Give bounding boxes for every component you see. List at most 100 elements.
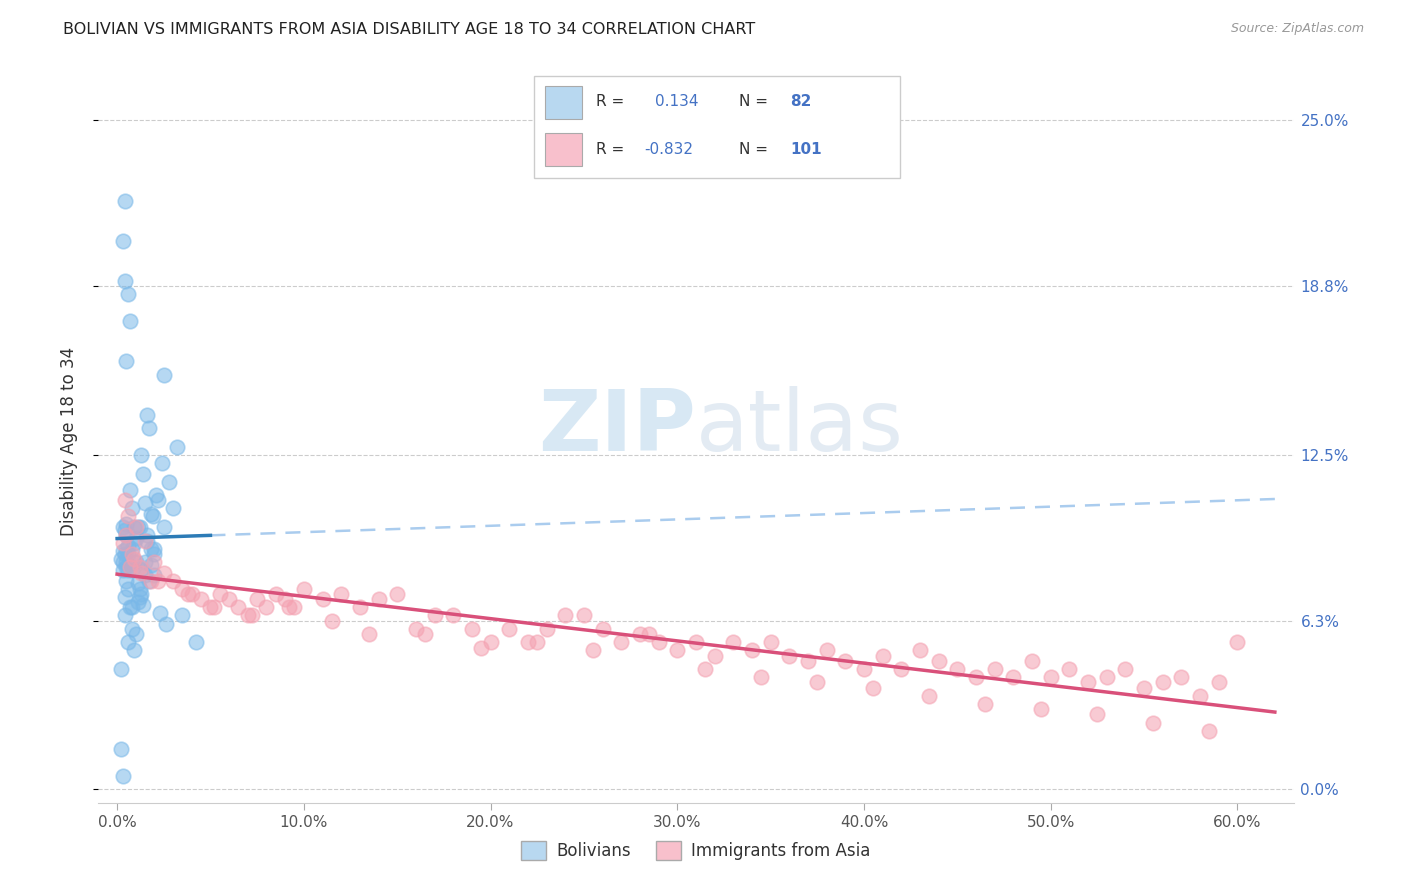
Point <box>1133 681 1156 695</box>
Point <box>984 662 1007 676</box>
Point <box>110 742 132 756</box>
Point <box>122 536 145 550</box>
Point <box>127 576 149 591</box>
Point <box>150 456 173 470</box>
Point <box>610 635 633 649</box>
Point <box>114 547 136 561</box>
Point <box>131 448 153 462</box>
Point <box>890 662 912 676</box>
Point <box>815 643 838 657</box>
Point <box>121 501 143 516</box>
Legend: Bolivians, Immigrants from Asia: Bolivians, Immigrants from Asia <box>515 835 877 867</box>
Point <box>114 194 136 208</box>
Point <box>283 600 305 615</box>
Point <box>117 287 139 301</box>
Bar <box>546 133 582 166</box>
Point <box>703 648 725 663</box>
Point <box>190 592 212 607</box>
Point <box>166 440 188 454</box>
Point <box>1189 689 1212 703</box>
Point <box>638 627 661 641</box>
Point <box>125 555 148 569</box>
Point <box>974 697 997 711</box>
Point <box>1002 670 1025 684</box>
Point <box>134 496 156 510</box>
Point <box>111 536 134 550</box>
Point <box>1208 675 1230 690</box>
Point <box>143 541 166 556</box>
Point <box>1226 635 1249 649</box>
Point <box>536 622 558 636</box>
Point <box>152 520 174 534</box>
Point <box>592 622 614 636</box>
Point <box>120 314 142 328</box>
Point <box>749 670 772 684</box>
Point <box>143 568 166 582</box>
Point <box>177 587 200 601</box>
Point <box>143 547 166 561</box>
Point <box>114 274 136 288</box>
Text: R =: R = <box>596 142 630 157</box>
Point <box>330 587 353 601</box>
Y-axis label: Disability Age 18 to 34: Disability Age 18 to 34 <box>59 347 77 536</box>
Point <box>741 643 763 657</box>
Point <box>666 643 689 657</box>
Point <box>218 592 240 607</box>
Point <box>1198 723 1220 738</box>
Point <box>111 520 134 534</box>
Point <box>114 493 136 508</box>
Point <box>131 566 153 580</box>
Point <box>132 598 155 612</box>
Text: 101: 101 <box>790 142 821 157</box>
Point <box>117 509 139 524</box>
Point <box>148 493 170 508</box>
Point <box>148 574 170 588</box>
Point <box>423 608 446 623</box>
Point <box>1021 654 1043 668</box>
Point <box>834 654 856 668</box>
Point <box>723 635 745 649</box>
Point <box>413 627 436 641</box>
Point <box>470 640 492 655</box>
Point <box>125 520 148 534</box>
Point <box>172 582 194 596</box>
Point <box>115 560 138 574</box>
Point <box>131 587 153 601</box>
Point <box>139 541 162 556</box>
Point <box>121 563 143 577</box>
Point <box>264 587 287 601</box>
Point <box>311 592 333 607</box>
Point <box>121 541 143 556</box>
Point <box>111 544 134 558</box>
Point <box>117 582 139 596</box>
Point <box>128 520 150 534</box>
Point <box>125 627 148 641</box>
Text: N =: N = <box>740 95 768 110</box>
Point <box>461 622 484 636</box>
Point <box>142 509 165 524</box>
Text: atlas: atlas <box>696 385 904 468</box>
Point <box>117 547 139 561</box>
Point <box>132 467 155 481</box>
Point <box>228 600 250 615</box>
Point <box>114 523 136 537</box>
Point <box>111 234 134 248</box>
Point <box>236 608 259 623</box>
Point <box>162 574 184 588</box>
Point <box>628 627 651 641</box>
Point <box>1170 670 1192 684</box>
Text: BOLIVIAN VS IMMIGRANTS FROM ASIA DISABILITY AGE 18 TO 34 CORRELATION CHART: BOLIVIAN VS IMMIGRANTS FROM ASIA DISABIL… <box>63 22 755 37</box>
Point <box>441 608 464 623</box>
Point <box>157 475 180 489</box>
Point <box>797 654 820 668</box>
Point <box>685 635 707 649</box>
Point <box>110 662 132 676</box>
Point <box>208 587 231 601</box>
Point <box>138 421 160 435</box>
Point <box>115 517 138 532</box>
Point <box>1114 662 1136 676</box>
Point <box>405 622 427 636</box>
Point <box>1039 670 1062 684</box>
Point <box>695 662 717 676</box>
Point <box>582 643 605 657</box>
